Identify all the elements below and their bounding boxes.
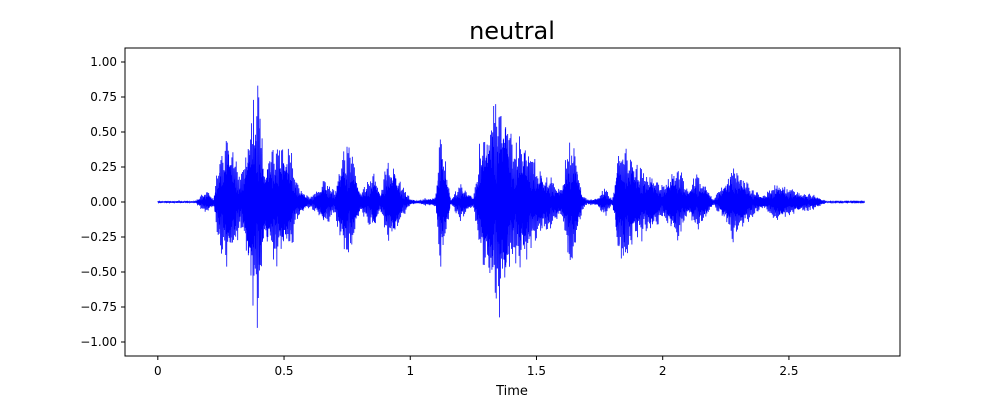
y-tick-label: 0.00 bbox=[90, 195, 117, 209]
x-axis-label: Time bbox=[495, 384, 528, 399]
chart-title: neutral bbox=[469, 17, 555, 45]
y-tick-label: −0.50 bbox=[80, 265, 117, 279]
y-tick-label: 0.50 bbox=[90, 125, 117, 139]
y-axis: −1.00 −0.75 −0.50 −0.25 0.00 0.25 0.50 0.75 1.00 bbox=[80, 55, 125, 349]
y-tick-label: 0.25 bbox=[90, 160, 117, 174]
x-tick-label: 0 bbox=[154, 364, 162, 378]
plot-area bbox=[157, 85, 866, 328]
y-tick-label: 0.75 bbox=[90, 90, 117, 104]
x-tick-label: 1.5 bbox=[527, 364, 546, 378]
x-tick-label: 0.5 bbox=[274, 364, 293, 378]
y-tick-label: −0.75 bbox=[80, 300, 117, 314]
y-tick-label: −0.25 bbox=[80, 230, 117, 244]
y-tick-label: −1.00 bbox=[80, 335, 117, 349]
x-axis: 0 0.5 1 1.5 2 2.5 bbox=[154, 356, 798, 378]
x-tick-label: 2 bbox=[659, 364, 667, 378]
x-tick-label: 1 bbox=[406, 364, 414, 378]
x-tick-label: 2.5 bbox=[779, 364, 798, 378]
y-tick-label: 1.00 bbox=[90, 55, 117, 69]
waveform-series-line bbox=[157, 85, 866, 328]
